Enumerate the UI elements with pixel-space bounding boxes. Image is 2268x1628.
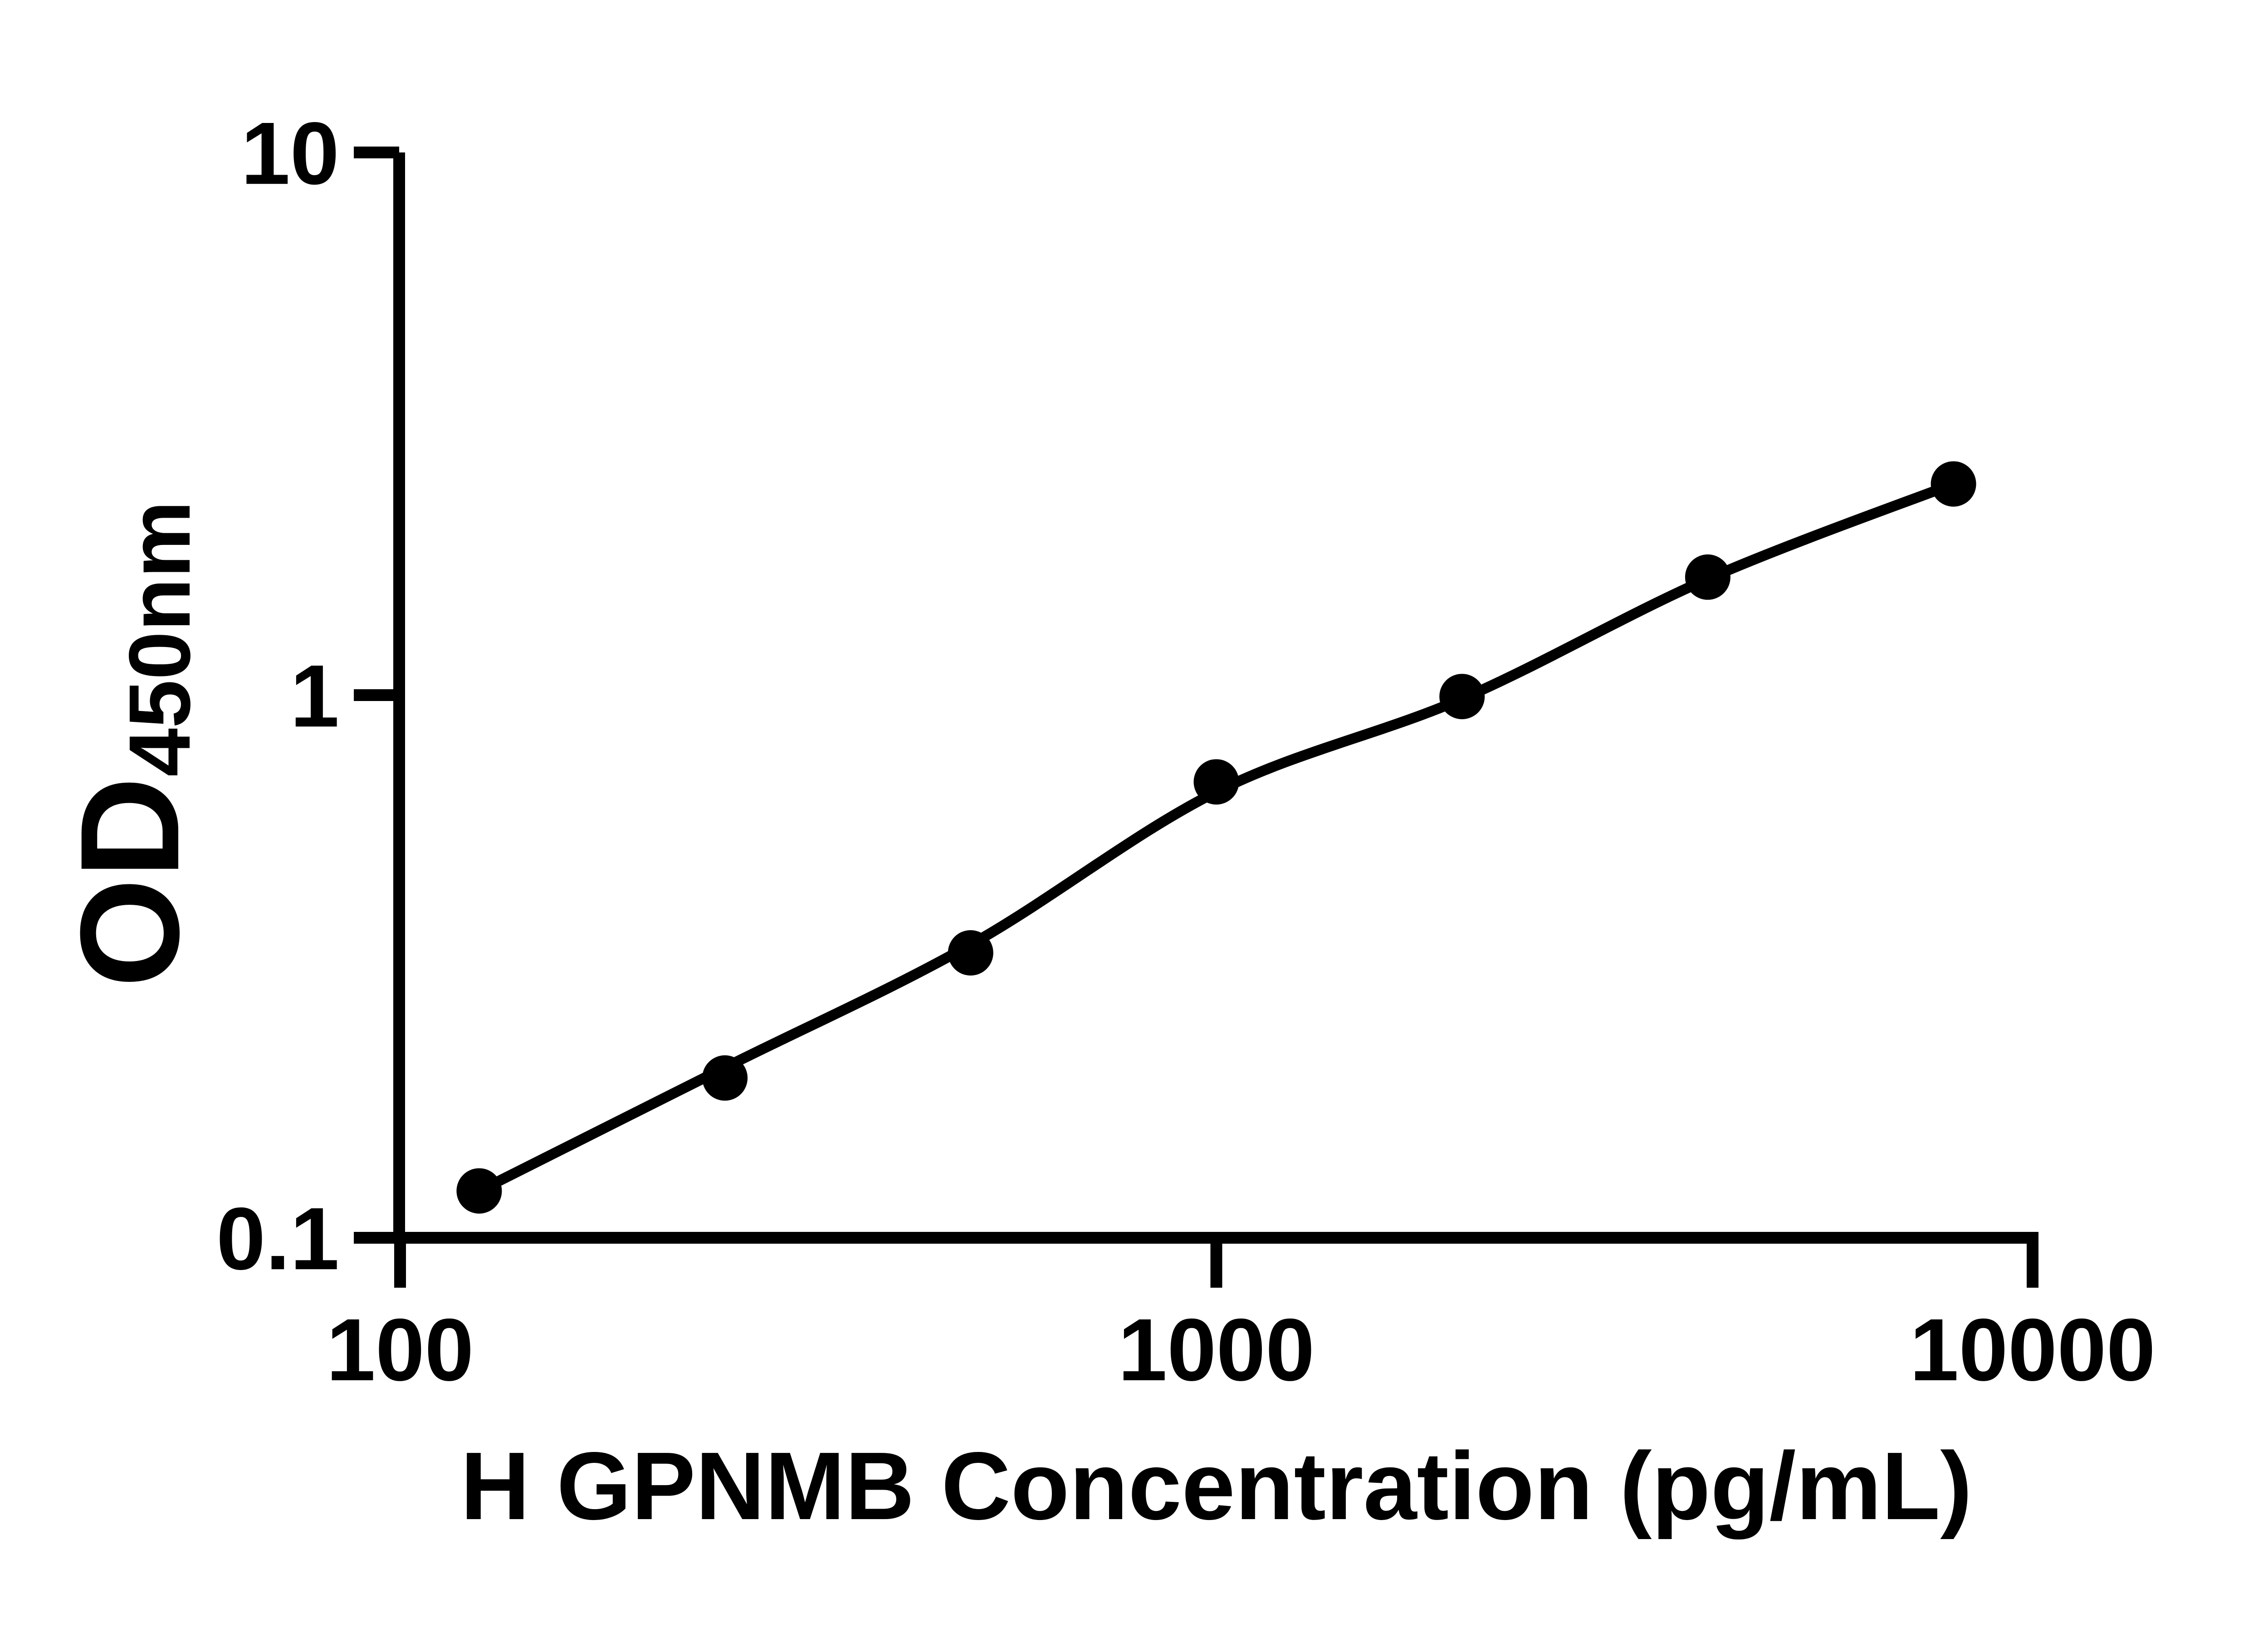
data-point-marker (948, 930, 993, 976)
y-tick-label: 1 (290, 647, 339, 745)
data-point-marker (702, 1055, 748, 1101)
y-tick-label: 10 (241, 104, 339, 203)
data-point-marker (1685, 554, 1730, 600)
y-axis-title-subscript: 450nm (111, 500, 208, 776)
y-tick-label: 0.1 (216, 1189, 339, 1288)
data-point-marker (1439, 674, 1485, 720)
y-axis-title: OD450nm (51, 500, 208, 987)
data-point-marker (456, 1168, 502, 1214)
fit-curve-line (474, 479, 1959, 1196)
x-tick-label: 1000 (1118, 1300, 1315, 1399)
x-axis-title: H GPNMB Concentration (pg/mL) (460, 1432, 1972, 1540)
y-axis-title-base: OD (51, 777, 208, 988)
x-tick-label: 100 (326, 1300, 474, 1399)
data-point-marker (1931, 461, 1976, 507)
data-point-marker (1193, 759, 1239, 805)
x-tick-label: 10000 (1910, 1300, 2156, 1399)
